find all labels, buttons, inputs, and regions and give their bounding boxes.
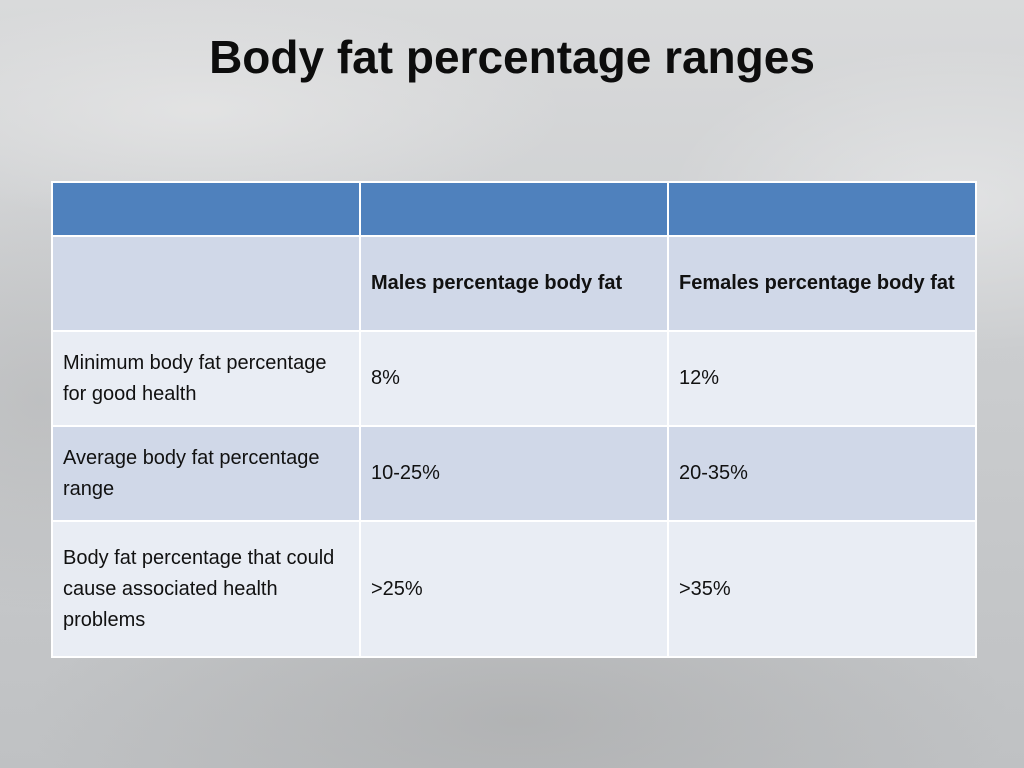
column-header-males: Males percentage body fat: [359, 235, 669, 332]
column-header-row: Males percentage body fat Females percen…: [51, 235, 977, 332]
female-value: 20-35%: [667, 425, 977, 522]
header-cell: [51, 181, 361, 237]
table-row: Average body fat percentage range 10-25%…: [51, 425, 977, 522]
row-label: Minimum body fat percentage for good hea…: [51, 330, 361, 427]
table-header-row: [51, 181, 977, 237]
male-value: 8%: [359, 330, 669, 427]
column-header-females: Females percentage body fat: [667, 235, 977, 332]
header-cell: [359, 181, 669, 237]
body-fat-table: Males percentage body fat Females percen…: [51, 181, 977, 658]
table-row: Minimum body fat percentage for good hea…: [51, 330, 977, 427]
header-cell: [667, 181, 977, 237]
row-label: Body fat percentage that could cause ass…: [51, 520, 361, 658]
column-header-empty: [51, 235, 361, 332]
female-value: >35%: [667, 520, 977, 658]
table-row: Body fat percentage that could cause ass…: [51, 520, 977, 658]
row-label: Average body fat percentage range: [51, 425, 361, 522]
male-value: 10-25%: [359, 425, 669, 522]
male-value: >25%: [359, 520, 669, 658]
slide-title: Body fat percentage ranges: [209, 31, 815, 83]
female-value: 12%: [667, 330, 977, 427]
